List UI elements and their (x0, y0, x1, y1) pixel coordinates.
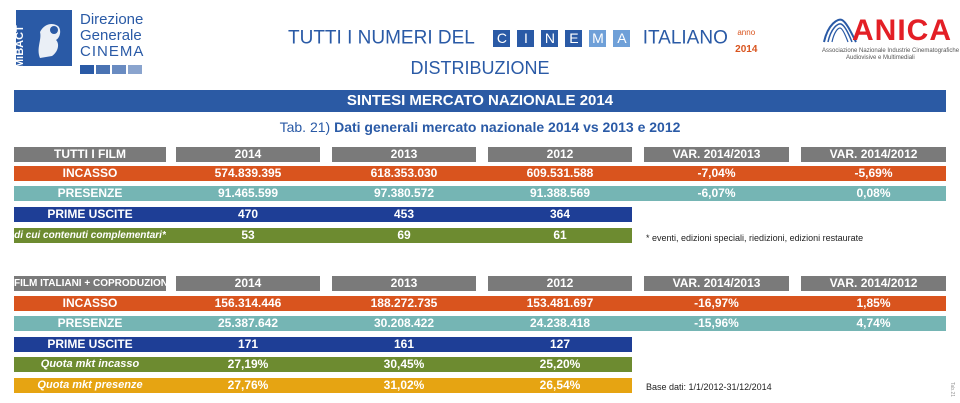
cell-value: 27,76% (176, 378, 320, 393)
cell-value: 453 (332, 207, 476, 222)
table1-header-col: 2012 (488, 147, 632, 162)
cell-value: 25.387.642 (176, 316, 320, 331)
cell-value: 27,19% (176, 357, 320, 372)
table1-header-col: 2013 (332, 147, 476, 162)
side-tag: Tab.21 (949, 382, 955, 398)
table2-header-col: VAR. 2014/2012 (801, 276, 946, 291)
cell-value: 53 (176, 228, 320, 243)
cell-value: 4,74% (801, 316, 946, 331)
cell-value: -6,07% (644, 186, 789, 201)
cell-value: 364 (488, 207, 632, 222)
mibact-emblem-icon (16, 10, 72, 66)
cell-value: -5,69% (801, 166, 946, 181)
row-label: PRESENZE (14, 316, 166, 331)
table-row (14, 228, 632, 243)
logo-line-2: Generale (80, 27, 142, 44)
page-subtitle: DISTRIBUZIONE (410, 58, 550, 78)
row-label: PRIME USCITE (14, 337, 166, 352)
anno-year: 2014 (735, 44, 758, 55)
table-row (14, 357, 632, 372)
table1-note: * eventi, edizioni speciali, riedizioni,… (646, 233, 864, 243)
row-label: Quota mkt presenze (14, 378, 166, 393)
cell-value: 1,85% (801, 296, 946, 311)
table1-header-col: VAR. 2014/2012 (801, 147, 946, 162)
cinema-letter: N (541, 30, 559, 47)
logo-square (80, 65, 94, 74)
table2-header-col: 2014 (176, 276, 320, 291)
table2-header-col: 2013 (332, 276, 476, 291)
cell-value: 618.353.030 (332, 166, 476, 181)
table-row (14, 207, 632, 222)
table-row (14, 378, 632, 393)
anno-word: anno (737, 27, 756, 37)
cell-value: 188.272.735 (332, 296, 476, 311)
cell-value: 153.481.697 (488, 296, 632, 311)
cell-value: -16,97% (644, 296, 789, 311)
row-label: di cui contenuti complementari* (14, 228, 166, 243)
cell-value: 30.208.422 (332, 316, 476, 331)
cell-value: 91.388.569 (488, 186, 632, 201)
cell-value: 24.238.418 (488, 316, 632, 331)
table2-note: Base dati: 1/1/2012-31/12/2014 (646, 382, 772, 392)
anno-badge: anno 2014 (735, 22, 757, 55)
cell-value: -15,96% (644, 316, 789, 331)
row-label: Quota mkt incasso (14, 357, 166, 372)
anica-subtitle-1: Associazione Nazionale Industrie Cinemat… (822, 48, 960, 54)
row-label: INCASSO (14, 296, 166, 311)
table2-header-col: 2012 (488, 276, 632, 291)
cell-value: 25,20% (488, 357, 632, 372)
cell-value: 0,08% (801, 186, 946, 201)
anica-emblem-icon (820, 12, 860, 52)
title-suffix: ITALIANO (642, 27, 728, 49)
cell-value: 470 (176, 207, 320, 222)
table-row (14, 337, 632, 352)
logo-line-3: CINEMA (80, 43, 145, 60)
cell-value: 30,45% (332, 357, 476, 372)
logo-square (96, 65, 110, 74)
anica-subtitle-2: Audiovisive e Multimediali (846, 55, 915, 61)
row-label: PRIME USCITE (14, 207, 166, 222)
table1-header-col: VAR. 2014/2013 (644, 147, 789, 162)
anica-logo-text: ANICA (852, 14, 952, 47)
table-caption: Tab. 21) Dati generali mercato nazionale… (0, 119, 960, 135)
cell-value: -7,04% (644, 166, 789, 181)
title-prefix: TUTTI I NUMERI DEL (288, 27, 475, 49)
table2-header-col: VAR. 2014/2013 (644, 276, 789, 291)
caption-text: Dati generali mercato nazionale 2014 vs … (334, 119, 681, 135)
row-label: PRESENZE (14, 186, 166, 201)
logo-line-1: Direzione (80, 11, 144, 28)
cell-value: 156.314.446 (176, 296, 320, 311)
cinema-letter: C (493, 30, 511, 47)
cell-value: 161 (332, 337, 476, 352)
cell-value: 609.531.588 (488, 166, 632, 181)
logo-square (128, 65, 142, 74)
table1-header-col: 2014 (176, 147, 320, 162)
cell-value: 127 (488, 337, 632, 352)
cinema-letter: I (517, 30, 535, 47)
cell-value: 26,54% (488, 378, 632, 393)
cell-value: 61 (488, 228, 632, 243)
cinema-letter: A (613, 30, 631, 47)
caption-prefix: Tab. 21) (279, 119, 331, 135)
cell-value: 69 (332, 228, 476, 243)
cell-value: 171 (176, 337, 320, 352)
cell-value: 574.839.395 (176, 166, 320, 181)
cell-value: 91.465.599 (176, 186, 320, 201)
mibact-logo (16, 10, 72, 66)
cinema-letter: E (565, 30, 583, 47)
cell-value: 31,02% (332, 378, 476, 393)
row-label: INCASSO (14, 166, 166, 181)
cinema-letter: M (589, 30, 607, 47)
section-banner: SINTESI MERCATO NAZIONALE 2014 (14, 90, 946, 112)
table1-header-label: TUTTI I FILM (14, 147, 166, 162)
cell-value: 97.380.572 (332, 186, 476, 201)
table2-header-label: FILM ITALIANI + COPRODUZIONI (14, 276, 166, 291)
logo-square (112, 65, 126, 74)
